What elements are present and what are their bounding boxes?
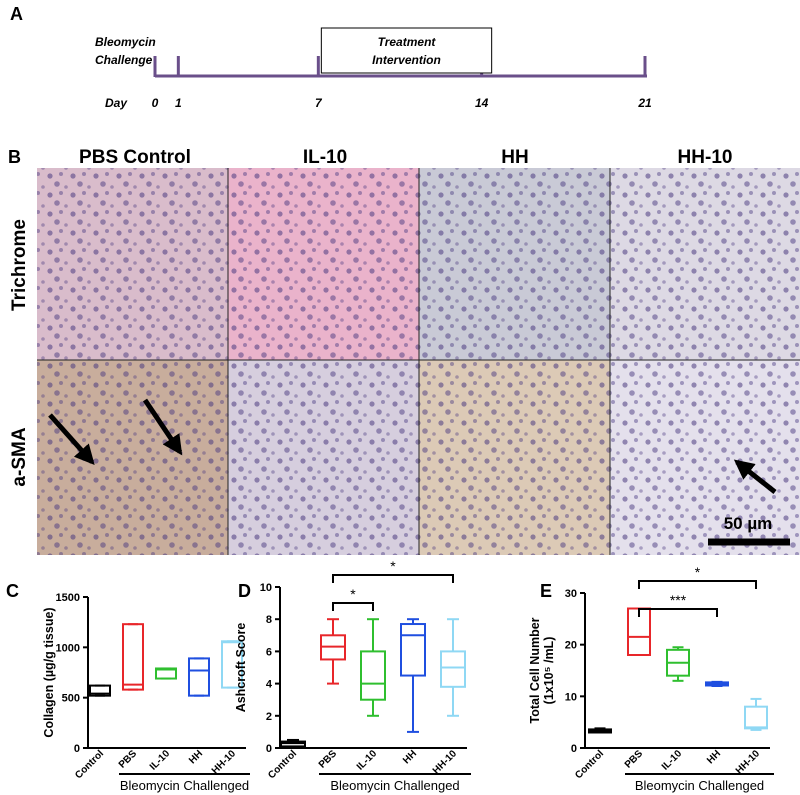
x-tick-label: PBS [623,748,646,771]
significance-bracket [638,580,757,589]
x-tick-label: IL-10 [148,748,173,773]
x-tick-label: HH-10 [734,748,763,777]
challenge-label: Challenge [95,53,153,67]
x-tick-label: IL-10 [660,748,685,773]
panel-label: D [238,581,251,601]
day-tick-label: 14 [475,96,489,110]
box [440,650,466,688]
column-header: HH-10 [678,147,733,168]
y-tick-label: 10 [565,691,577,703]
y-tick-label: 6 [266,646,272,658]
column-header: IL-10 [303,147,347,168]
x-tick-label: IL-10 [355,748,380,773]
x-tick-label: HH-10 [210,748,239,777]
box [360,650,386,701]
box [89,684,111,697]
box [122,623,144,691]
arrow [48,413,95,465]
x-tick-label: PBS [117,748,140,771]
significance-label: * [390,558,396,574]
panel-label: A [10,4,23,24]
significance-bracket [332,602,374,611]
treatment-label: Treatment [378,35,437,49]
significance-label: * [695,564,701,580]
group-label: Bleomycin Challenged [635,778,764,793]
significance-bracket [638,608,718,617]
box [155,667,177,680]
significance-bracket [332,574,454,583]
day-tick-label: 0 [152,96,159,110]
challenge-label: Bleomycin [95,35,156,49]
row-header: Trichrome [9,219,30,311]
y-tick-label: 30 [565,588,577,600]
y-axis-label: (1x10⁵ /mL) [542,637,556,705]
x-tick-label: Control [573,748,606,781]
day-tick-label: 1 [175,96,182,110]
y-tick-label: 10 [260,582,272,594]
histology-grid: 50 µm [37,168,800,555]
y-tick-label: 0 [266,743,272,755]
x-tick-label: HH [187,748,205,766]
x-tick-label: HH-10 [431,748,460,777]
row-header: a-SMA [9,427,30,486]
x-tick-label: PBS [317,748,340,771]
x-tick-label: HH [705,748,723,766]
y-tick-label: 4 [266,679,273,691]
image-border [37,168,800,555]
arrow [142,398,183,456]
scale-bar-label: 50 µm [724,514,773,533]
y-tick-label: 1000 [56,642,80,654]
box [221,640,243,689]
treatment-label: Intervention [372,53,441,67]
day-tick-label: 21 [637,96,652,110]
day-tick-label: 7 [315,96,323,110]
day-label: Day [105,96,128,110]
significance-label: *** [670,592,687,608]
y-tick-label: 20 [565,640,577,652]
x-tick-label: HH [401,748,419,766]
panel-label: B [8,147,21,167]
y-tick-label: 0 [571,743,577,755]
group-label: Bleomycin Challenged [120,778,249,793]
y-tick-label: 8 [266,614,272,626]
box [188,657,210,697]
column-header: HH [501,147,528,168]
y-tick-label: 500 [62,693,80,705]
treatment-box [320,27,493,74]
arrow [733,459,777,494]
significance-label: * [350,586,356,602]
box [400,623,426,677]
group-label: Bleomycin Challenged [330,778,459,793]
y-tick-label: 1500 [56,592,80,604]
y-tick-label: 2 [266,711,272,723]
column-header: PBS Control [79,147,191,168]
panel-label: E [540,581,552,601]
y-axis-label: Total Cell Number [528,617,542,723]
panel-label: C [6,581,19,601]
box [744,705,768,730]
y-axis-label: Collagen (µg/g tissue) [42,607,56,737]
y-tick-label: 0 [74,743,80,755]
y-axis-label: Ashcroft Score [234,623,248,713]
